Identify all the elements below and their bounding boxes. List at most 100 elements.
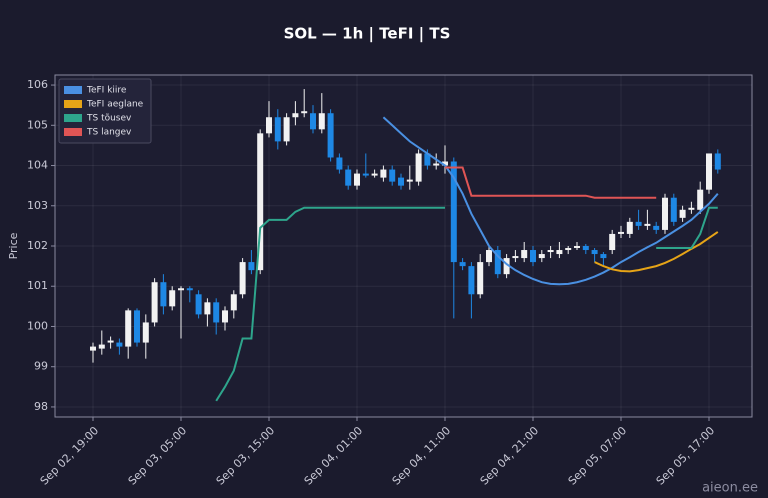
- candle-body: [670, 197, 677, 222]
- candle-body: [186, 288, 193, 291]
- candle-body: [644, 223, 651, 226]
- candle-body: [582, 246, 589, 251]
- candle-body: [239, 262, 246, 295]
- candle-body: [635, 221, 642, 226]
- candle-body: [450, 161, 457, 263]
- candle-body: [468, 266, 475, 295]
- plot-area: [54, 74, 753, 418]
- y-tick-label: 102: [27, 239, 48, 252]
- y-tick-label: 106: [27, 78, 48, 91]
- candle-body: [486, 250, 492, 263]
- candle-body: [600, 254, 607, 259]
- chart-title: SOL — 1h | TeFI | TS: [284, 25, 451, 44]
- candle-body: [679, 209, 686, 218]
- candle-body: [503, 258, 510, 275]
- candle-body: [134, 310, 140, 343]
- candle-body: [415, 153, 422, 182]
- candle-body: [494, 250, 501, 275]
- candle-body: [380, 169, 387, 178]
- candle-body: [90, 346, 96, 351]
- indicator-line: [382, 116, 719, 286]
- candle-body: [574, 246, 580, 249]
- candle-body: [626, 221, 633, 234]
- candle-body: [204, 302, 211, 315]
- candle-body: [283, 117, 290, 142]
- candle-body: [442, 161, 448, 166]
- candle-body: [371, 173, 378, 176]
- candle-body: [609, 233, 616, 251]
- candle-body: [477, 262, 484, 295]
- candle-body: [178, 288, 184, 291]
- candle-body: [257, 133, 264, 271]
- candle-body: [662, 197, 668, 230]
- candle-body: [248, 262, 255, 271]
- candle-body: [688, 207, 695, 210]
- candle-body: [160, 282, 167, 307]
- legend-label: TeFI kiire: [86, 86, 127, 96]
- y-tick-label: 101: [27, 279, 48, 292]
- y-tick-label: 105: [27, 118, 48, 131]
- candle-body: [230, 294, 237, 311]
- y-axis-label: Price: [7, 232, 20, 259]
- candle-body: [345, 169, 352, 186]
- candle-body: [142, 322, 149, 343]
- legend-box: [58, 78, 152, 144]
- y-tick-label: 104: [27, 159, 48, 172]
- candle-body: [538, 254, 545, 259]
- watermark: aieon.ee: [702, 481, 758, 496]
- y-tick-label: 103: [27, 199, 48, 212]
- legend-label: TeFI aeglane: [86, 100, 144, 110]
- candle-body: [389, 169, 396, 182]
- candle-body: [266, 117, 272, 134]
- candle-body: [362, 173, 369, 176]
- indicator-line: [445, 166, 657, 199]
- candle-body: [125, 310, 132, 347]
- candle-body: [591, 250, 598, 255]
- legend-label: TS tõusev: [86, 114, 132, 124]
- candle-body: [556, 250, 563, 255]
- candle-body: [459, 262, 466, 267]
- legend-swatch: [64, 128, 82, 136]
- candle-body: [274, 117, 281, 142]
- candle-body: [116, 342, 123, 347]
- candle-body: [98, 344, 105, 349]
- candle-body: [336, 157, 343, 170]
- candle-body: [195, 294, 202, 315]
- legend: TeFI kiire TeFI aeglane TS tõusev TS langev: [58, 78, 152, 144]
- candle-body: [714, 153, 721, 170]
- candle-body: [107, 340, 114, 343]
- indicator-line: [215, 206, 445, 402]
- y-tick-label: 98: [34, 400, 48, 413]
- candle-body: [292, 113, 299, 118]
- candle-body: [565, 248, 572, 251]
- candle-body: [151, 282, 158, 323]
- legend-label: TS langev: [86, 128, 132, 138]
- y-tick-label: 100: [27, 319, 48, 332]
- indicator-line: [656, 206, 718, 250]
- y-tick-label: 99: [34, 360, 48, 373]
- candle-body: [697, 189, 704, 210]
- candle-body: [530, 250, 536, 263]
- candle-body: [512, 256, 519, 259]
- indicator-line: [594, 231, 719, 273]
- legend-swatch: [64, 114, 82, 122]
- candle-body: [706, 153, 712, 190]
- candle-body: [398, 177, 404, 186]
- candle-body: [354, 173, 360, 186]
- candle-body: [318, 113, 325, 130]
- candle-body: [433, 163, 440, 166]
- legend-swatch: [64, 100, 82, 108]
- candle-body: [327, 113, 334, 158]
- candle-body: [310, 113, 316, 130]
- candle-body: [618, 231, 624, 234]
- candle-body: [547, 250, 554, 253]
- candle-body: [521, 250, 528, 259]
- candle-body: [301, 111, 308, 114]
- candle-body: [169, 290, 176, 307]
- legend-swatch: [64, 86, 82, 94]
- candle-body: [653, 225, 660, 230]
- candle-body: [406, 179, 413, 182]
- candle-body: [222, 310, 228, 323]
- candle-body: [424, 153, 431, 166]
